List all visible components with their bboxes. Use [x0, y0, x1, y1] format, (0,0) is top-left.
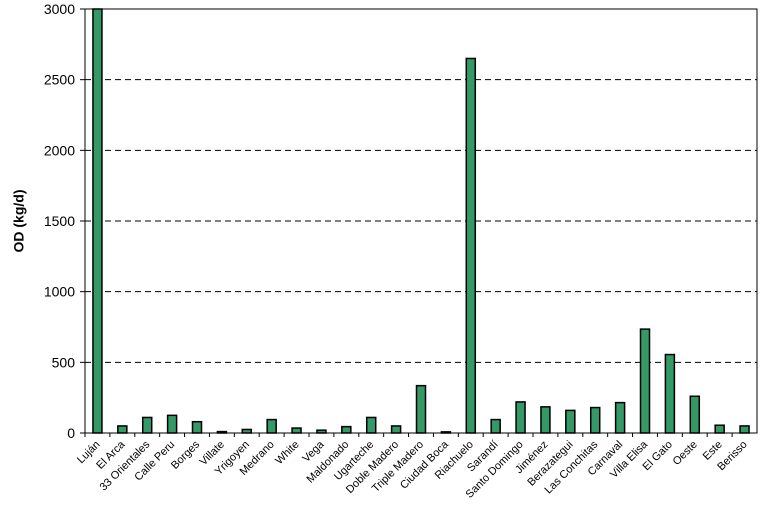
y-tick-label: 1000	[44, 284, 75, 300]
bar	[614, 401, 626, 434]
y-tick-label: 1500	[44, 213, 75, 229]
bar	[589, 406, 601, 434]
bar	[540, 406, 551, 434]
bar	[515, 401, 526, 434]
y-tick-label: 500	[52, 354, 76, 370]
bar	[117, 425, 128, 434]
bar	[739, 425, 750, 434]
bar	[689, 395, 701, 434]
y-tick-label: 2500	[44, 72, 75, 88]
bar	[216, 430, 228, 434]
bar	[341, 425, 352, 434]
bar	[166, 414, 178, 434]
bar	[191, 420, 203, 434]
bar	[664, 353, 676, 434]
bar	[266, 418, 277, 434]
bar	[390, 425, 402, 434]
y-axis-label: OD (kg/d)	[11, 190, 27, 253]
x-tick-label: Borges	[169, 438, 202, 471]
bar	[465, 57, 477, 434]
bar	[565, 409, 576, 434]
y-tick-label: 2000	[44, 142, 75, 158]
bar	[490, 418, 501, 434]
bar	[440, 431, 452, 434]
bar	[141, 416, 153, 434]
bar	[714, 424, 725, 434]
bar	[639, 328, 651, 434]
y-tick-label: 0	[67, 425, 75, 441]
bar	[92, 8, 103, 434]
bar	[291, 427, 302, 434]
x-tick-label: Oeste	[671, 439, 700, 468]
x-tick-label: White	[273, 439, 301, 467]
bar	[316, 429, 327, 434]
bar	[241, 428, 253, 434]
bar	[415, 384, 427, 434]
bar	[365, 416, 377, 434]
y-tick-label: 3000	[44, 1, 75, 17]
